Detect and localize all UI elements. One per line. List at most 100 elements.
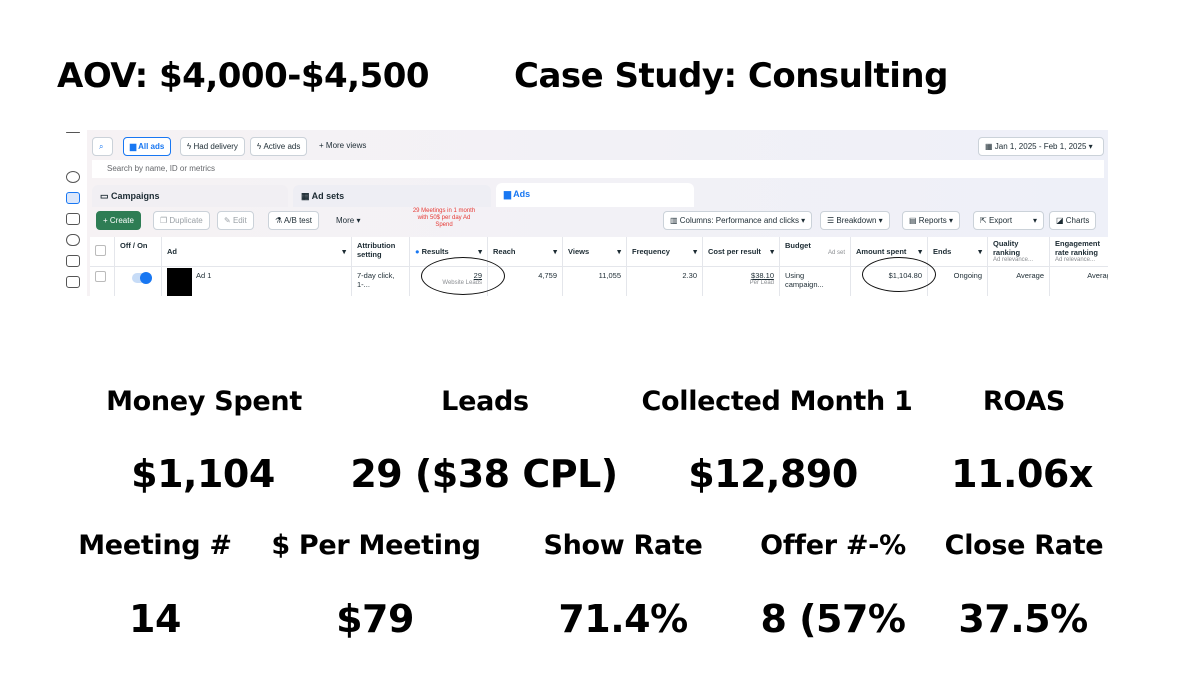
- quality-value: Average: [1016, 271, 1044, 280]
- header-reach[interactable]: Reach ▾: [488, 237, 562, 267]
- create-label: Create: [109, 216, 134, 225]
- had-delivery-label: Had delivery: [193, 142, 238, 151]
- header-quality[interactable]: Quality ranking Ad relevance...: [988, 237, 1049, 267]
- header-ends-label: Ends: [933, 247, 952, 256]
- budget-value: Using campaign...: [785, 271, 824, 289]
- header-cost-label: Cost per result: [708, 247, 761, 256]
- ads-manager-screenshot: ⌕ ▆ All ads ϟ Had delivery ϟ Active ads …: [87, 130, 1108, 296]
- header-ad-label: Ad: [167, 247, 177, 256]
- stat-value-show-rate: 71.4%: [558, 597, 688, 641]
- active-ads-view[interactable]: ϟ Active ads: [250, 137, 308, 156]
- breakdown-label: Breakdown: [836, 216, 877, 225]
- menu-icon[interactable]: [66, 132, 80, 133]
- header-attribution[interactable]: Attribution setting: [352, 237, 409, 267]
- stat-label-money-spent: Money Spent: [106, 386, 302, 417]
- active-ads-label: Active ads: [263, 142, 301, 151]
- header-budget-sub: Ad set: [827, 250, 845, 256]
- ad-toggle[interactable]: [132, 272, 152, 284]
- charts-button[interactable]: ◪ Charts: [1049, 211, 1097, 230]
- header-ends[interactable]: Ends ▾: [928, 237, 987, 267]
- breakdown-button[interactable]: ☰ Breakdown ▾: [820, 211, 890, 230]
- header-ad[interactable]: Ad ▾: [162, 237, 351, 267]
- stat-value-collected: $12,890: [688, 452, 858, 496]
- more-views-label: More views: [325, 141, 367, 150]
- engagement-value: Average: [1087, 271, 1108, 280]
- duplicate-button[interactable]: ❐ Duplicate: [153, 211, 210, 230]
- tab-ads[interactable]: ▆ Ads: [496, 183, 694, 207]
- ads-manager-sidebar: [60, 130, 86, 300]
- stat-label-close-rate: Close Rate: [944, 530, 1104, 561]
- header-reach-label: Reach: [493, 247, 516, 256]
- header-off-on: Off / On: [115, 237, 161, 267]
- tab-ad-sets[interactable]: ▦ Ad sets: [293, 185, 491, 207]
- dashboard-icon[interactable]: [66, 171, 80, 183]
- header-quality-label: Quality ranking: [993, 239, 1021, 257]
- stat-value-per-meeting: $79: [336, 597, 414, 641]
- select-column: [90, 237, 115, 296]
- stat-label-per-meeting: $ Per Meeting: [271, 530, 481, 561]
- header-quality-sub: Ad relevance...: [993, 257, 1034, 263]
- tab-campaigns[interactable]: ▭ Campaigns: [92, 185, 288, 207]
- header-frequency-label: Frequency: [632, 247, 670, 256]
- header-amount-label: Amount spent: [856, 247, 907, 256]
- stat-label-leads: Leads: [441, 386, 529, 417]
- header-frequency[interactable]: Frequency ▾: [627, 237, 702, 267]
- audience-icon[interactable]: [66, 234, 80, 246]
- ends-value: Ongoing: [953, 271, 982, 280]
- cost-per-result-value[interactable]: $38.10: [751, 271, 774, 280]
- views-value: 11,055: [598, 271, 621, 280]
- pages-icon[interactable]: [66, 213, 80, 225]
- columns-label: Columns: Performance and clicks: [679, 216, 799, 225]
- more-button[interactable]: More ▾: [336, 216, 361, 225]
- tab-ad-sets-label: Ad sets: [311, 191, 345, 201]
- attribution-value: 7-day click, 1-...: [357, 271, 395, 289]
- charts-label: Charts: [1065, 216, 1090, 225]
- ab-test-label: A/B test: [283, 216, 312, 225]
- stat-value-meetings: 14: [129, 597, 181, 641]
- amount-spent-highlight-circle: [862, 257, 936, 292]
- edit-label: Edit: [232, 216, 247, 225]
- search-input[interactable]: Search by name, ID or metrics: [92, 160, 1104, 178]
- date-range-label: Jan 1, 2025 - Feb 1, 2025: [994, 142, 1087, 151]
- header-engagement[interactable]: Engagement rate ranking Ad relevance...: [1050, 237, 1108, 267]
- more-views-button[interactable]: + More views: [319, 141, 367, 150]
- all-ads-view[interactable]: ▆ All ads: [123, 137, 172, 156]
- date-range-picker[interactable]: ▦ Jan 1, 2025 - Feb 1, 2025 ▾: [978, 137, 1104, 156]
- ab-test-button[interactable]: ⚗ A/B test: [268, 211, 319, 230]
- header-budget[interactable]: Budget Ad set: [780, 237, 850, 267]
- export-button[interactable]: ⇱ Export ▾: [973, 211, 1044, 230]
- header-results-label: Results: [421, 247, 449, 256]
- ad-thumbnail: [167, 268, 192, 296]
- header-views[interactable]: Views ▾: [563, 237, 626, 267]
- reach-value: 4,759: [538, 271, 557, 280]
- create-button[interactable]: + Create: [96, 211, 141, 230]
- reports-button[interactable]: ▤ Reports ▾: [902, 211, 961, 230]
- select-all-checkbox[interactable]: [95, 245, 106, 256]
- reports-label: Reports: [918, 216, 947, 225]
- header-budget-label: Budget: [785, 241, 811, 250]
- row-checkbox[interactable]: [95, 271, 106, 282]
- stat-label-offer: Offer #-%: [760, 530, 906, 561]
- stat-value-close-rate: 37.5%: [958, 597, 1088, 641]
- columns-button[interactable]: ▥ Columns: Performance and clicks ▾: [663, 211, 813, 230]
- table-icon[interactable]: [66, 192, 80, 204]
- all-ads-label: All ads: [138, 142, 165, 151]
- export-label: Export: [988, 216, 1013, 225]
- megaphone-icon[interactable]: [66, 276, 80, 288]
- had-delivery-view[interactable]: ϟ Had delivery: [180, 137, 245, 156]
- ads-table: Off / On Ad ▾ Ad 1 Attribution setting 7-da…: [90, 237, 1108, 296]
- stat-value-leads: 29 ($38 CPL): [350, 452, 618, 496]
- header-cost-per-result[interactable]: Cost per result ▾: [703, 237, 779, 267]
- case-study-title: Case Study: Consulting: [514, 56, 948, 96]
- ad-name[interactable]: Ad 1: [196, 271, 212, 280]
- cost-subtext: Per Lead: [749, 280, 774, 286]
- annotation-note: 29 Meetings in 1 month with 50$ per day …: [412, 208, 476, 228]
- billing-icon[interactable]: [66, 255, 80, 267]
- duplicate-label: Duplicate: [169, 216, 203, 225]
- stat-label-show-rate: Show Rate: [543, 530, 703, 561]
- more-label: More: [336, 216, 355, 225]
- edit-button[interactable]: ✎ Edit: [217, 211, 254, 230]
- search-button[interactable]: ⌕: [92, 137, 113, 156]
- tab-ads-label: Ads: [513, 189, 531, 199]
- aov-title: AOV: $4,000-$4,500: [57, 56, 430, 96]
